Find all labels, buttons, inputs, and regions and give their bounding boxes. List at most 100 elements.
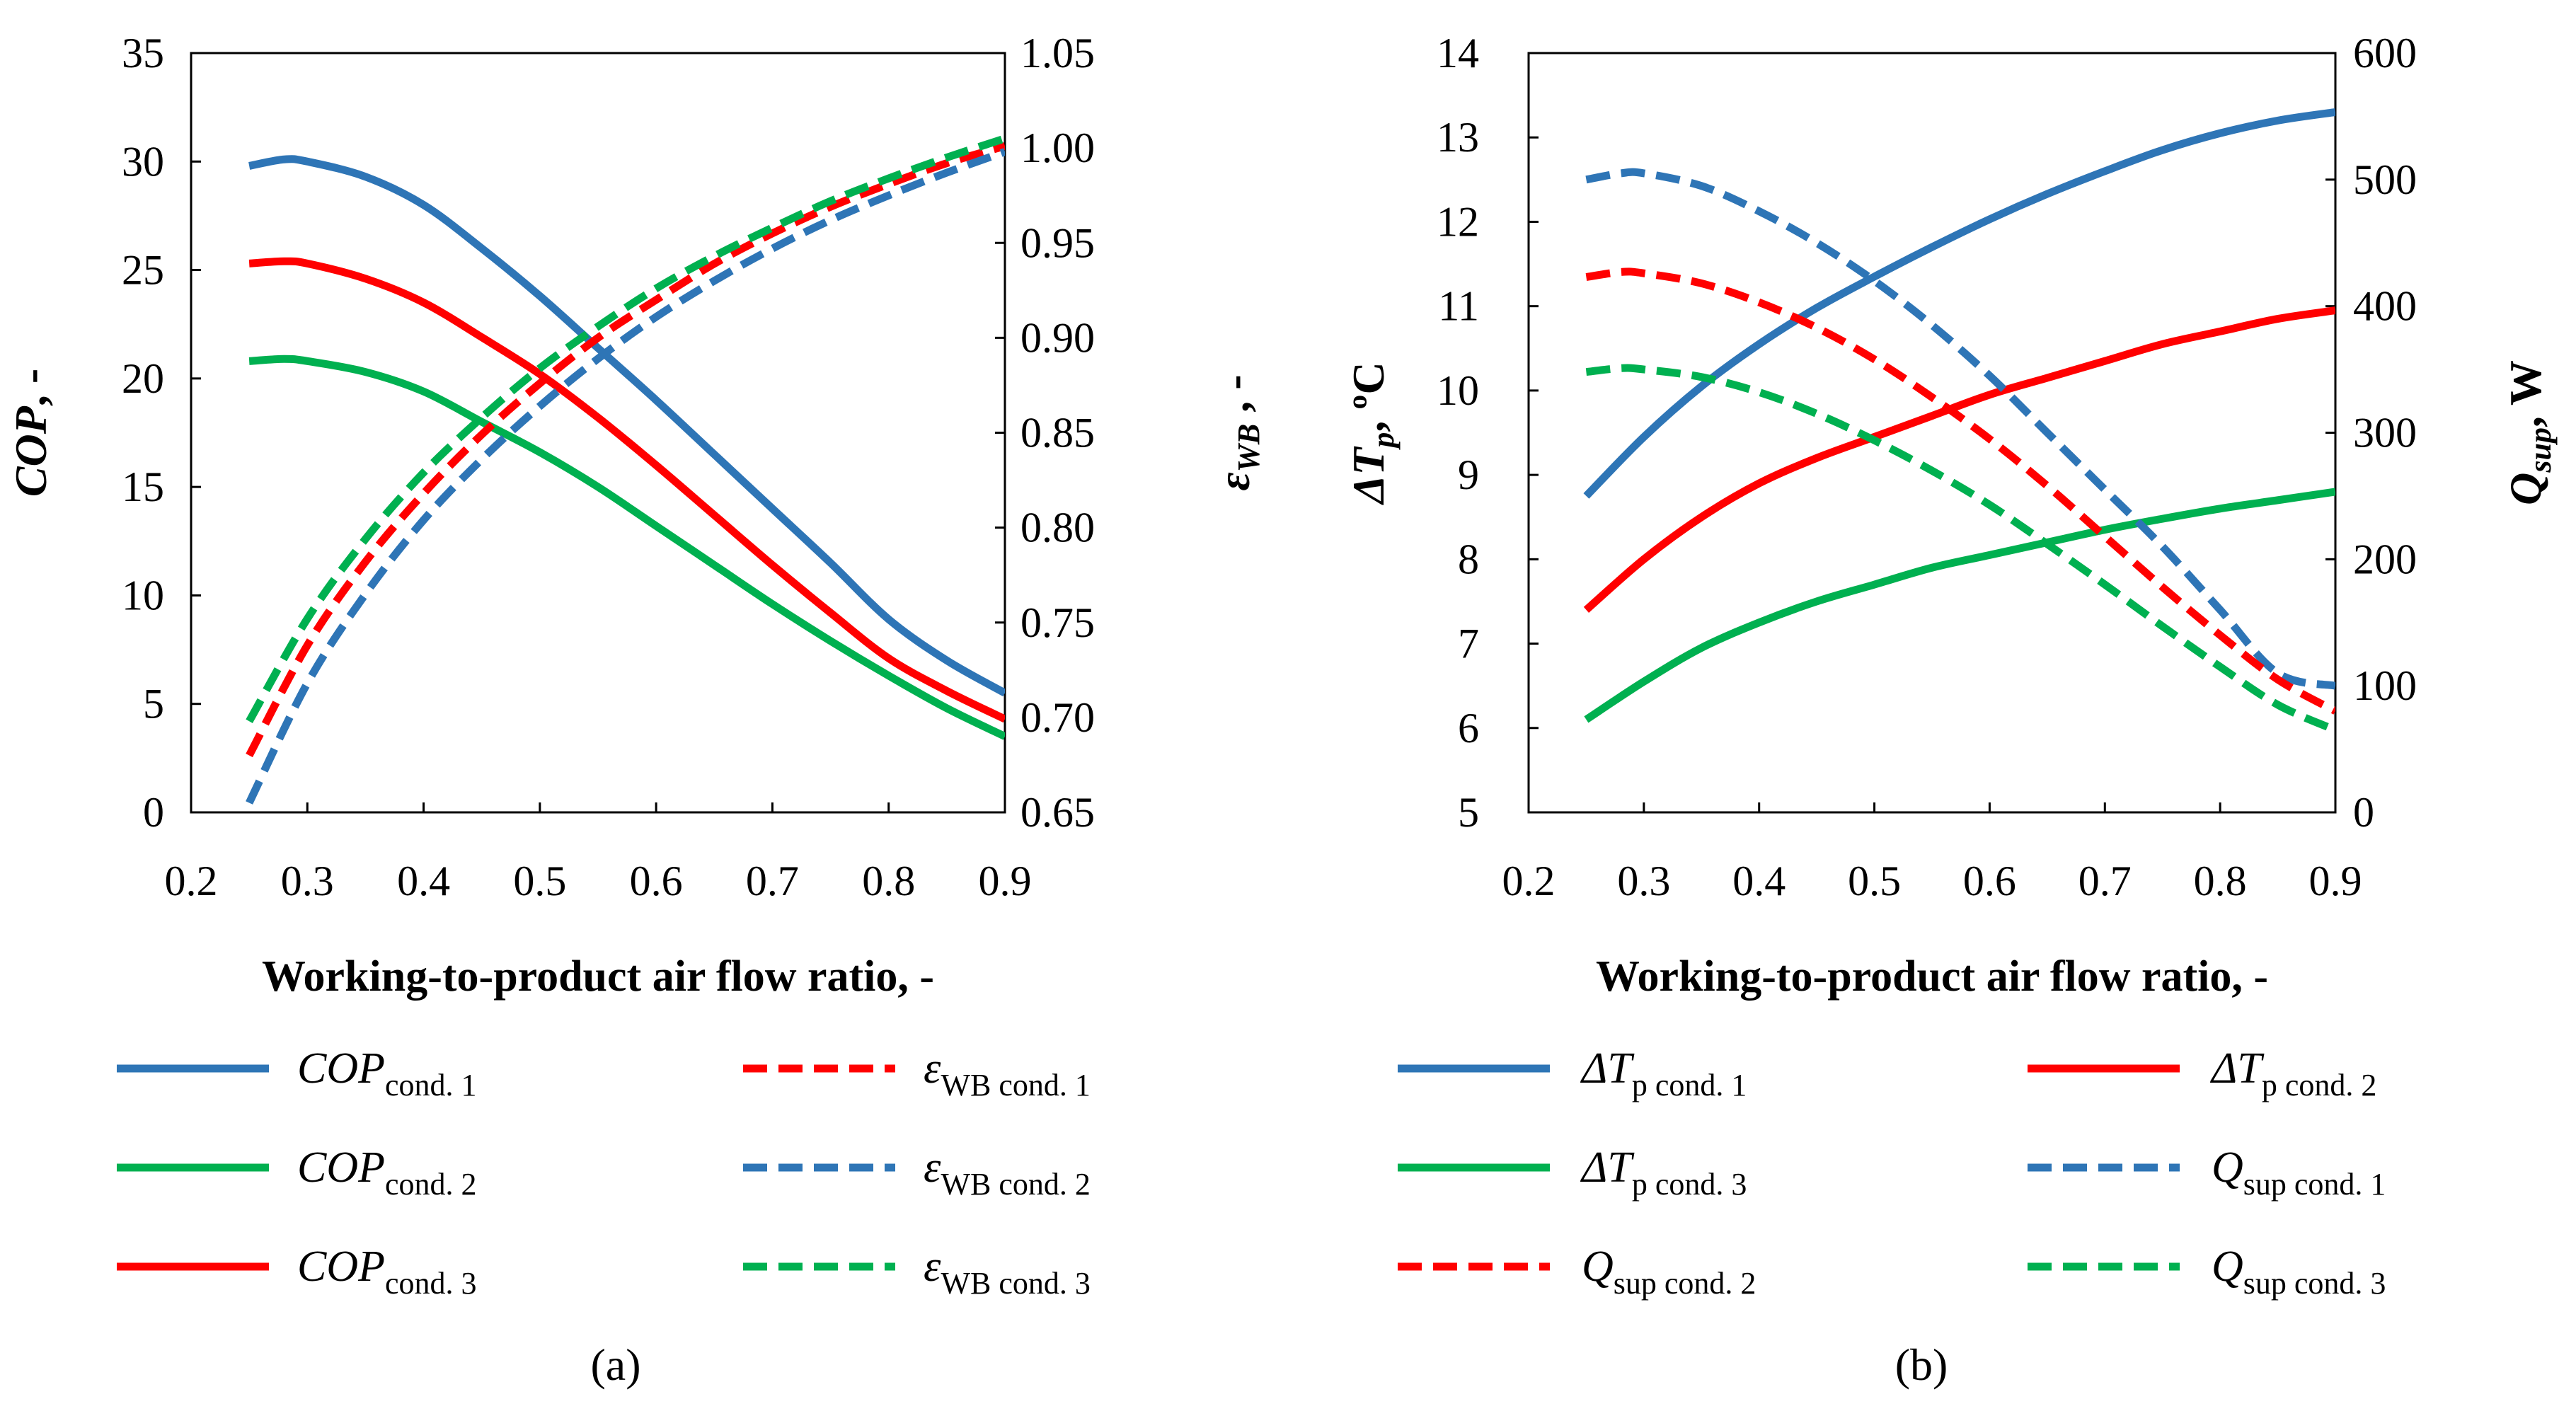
y-left-tick-label: 10	[1437, 367, 1479, 414]
legend-entry: Qsup cond. 1	[2212, 1144, 2386, 1202]
legend-entry: εWB cond. 1	[924, 1044, 1091, 1102]
x-tick-label: 0.4	[1732, 858, 1786, 904]
legend-entry: ΔTp cond. 2	[2209, 1044, 2376, 1102]
legend-entry: COPcond. 3	[297, 1243, 477, 1301]
y-right-tick-label: 400	[2353, 283, 2417, 330]
y-left-axis-title-sub: p	[1366, 432, 1401, 451]
y-right-axis-title-main: Q	[2500, 473, 2551, 505]
y-right-tick-label: 0.80	[1020, 505, 1095, 551]
y-left-tick-label: 5	[1458, 789, 1479, 836]
y-left-tick-label: 11	[1438, 283, 1479, 330]
plot-area-frame	[190, 52, 1006, 814]
y-left-tick-label: 6	[1458, 705, 1479, 751]
y-left-tick-label: 30	[122, 138, 164, 185]
legend-sub: p cond. 2	[2262, 1068, 2377, 1102]
y-right-tick-label: 0.85	[1020, 410, 1095, 456]
y-left-tick-label: 12	[1437, 198, 1479, 245]
legend-entry: εWB cond. 3	[924, 1243, 1091, 1301]
y-left-axis-title: COP, -	[6, 369, 56, 497]
series-line-5	[1585, 267, 2335, 715]
x-tick-label: 0.8	[2194, 858, 2247, 904]
legend-main: ε	[924, 1044, 941, 1093]
legend-main: Q	[1582, 1243, 1614, 1291]
legend-main: ΔT	[1580, 1044, 1635, 1093]
y-left-axis-title-main: COP	[6, 405, 56, 497]
panel-label: (b)	[1895, 1340, 1948, 1390]
y-left-tick-label: 10	[122, 572, 164, 618]
y-right-tick-label: 0.65	[1020, 789, 1095, 836]
series-line-3	[1584, 488, 2335, 723]
legend-entry: COPcond. 1	[297, 1044, 477, 1102]
y-right-tick-label: 100	[2353, 662, 2417, 709]
series-line-1	[248, 155, 1005, 697]
series-line-6	[1585, 364, 2335, 734]
x-tick-label: 0.5	[513, 858, 566, 904]
series-line-4	[1585, 168, 2335, 690]
series-line-1	[1583, 108, 2335, 499]
x-tick-label: 0.3	[281, 858, 334, 904]
y-right-axis-title-sub: WB	[1231, 424, 1266, 472]
panel-b-chart: 0.2 0.3 0.4 0.5 0.6 0.7 0.8 0.9 5 6 7 8 9 10 11 12 13 14 0…	[1343, 30, 2558, 1390]
y-right-tick-label: 0.75	[1020, 599, 1095, 646]
legend-sub: WB cond. 2	[941, 1167, 1090, 1202]
x-tick-label: 0.7	[2078, 858, 2132, 904]
legend-sub: p cond. 1	[1632, 1068, 1747, 1102]
x-axis-title: Working-to-product air flow ratio, -	[1596, 952, 2268, 1001]
x-tick-label: 0.9	[979, 858, 1032, 904]
legend-main: ΔT	[2209, 1044, 2265, 1093]
legend-entry: ΔTp cond. 3	[1580, 1144, 1747, 1202]
y-left-tick-label: 20	[122, 355, 164, 402]
y-right-axis-title-suffix: , -	[1209, 374, 1259, 423]
legend-entry: ΔTp cond. 1	[1580, 1044, 1747, 1102]
y-left-tick-label: 15	[122, 463, 164, 510]
y-right-tick-label: 0.70	[1020, 694, 1095, 741]
x-axis-title: Working-to-product air flow ratio, -	[262, 952, 934, 1001]
y-left-tick-label: 8	[1458, 536, 1479, 582]
y-left-tick-label: 14	[1437, 30, 1479, 76]
legend-sub: sup cond. 2	[1614, 1266, 1756, 1301]
series-line-5	[246, 148, 1005, 805]
y-right-tick-label: 1.05	[1020, 30, 1095, 76]
legend-sub: cond. 1	[385, 1068, 477, 1102]
y-left-tick-label: 0	[143, 789, 164, 836]
y-left-tick-label: 25	[122, 247, 164, 294]
x-tick-label: 0.6	[630, 858, 683, 904]
x-tick-label: 0.5	[1848, 858, 1901, 904]
y-right-tick-label: 500	[2353, 156, 2417, 203]
legend-sub: WB cond. 3	[941, 1266, 1090, 1301]
y-right-tick-label: 0	[2353, 789, 2374, 836]
legend-main: ΔT	[1580, 1144, 1635, 1192]
legend-entry: εWB cond. 2	[924, 1144, 1091, 1202]
series-line-2	[248, 355, 1005, 740]
series-line-4	[246, 142, 1005, 758]
series-line-3	[248, 257, 1005, 723]
y-right-tick-label: 300	[2353, 410, 2417, 456]
legend-main: Q	[2212, 1144, 2243, 1192]
legend-entry: COPcond. 2	[297, 1144, 477, 1202]
y-right-axis-title: Qsup, W	[2500, 360, 2558, 505]
y-left-axis-title-suffix: , -	[6, 369, 56, 406]
x-tick-label: 0.4	[397, 858, 450, 904]
legend-sub: p cond. 3	[1632, 1167, 1747, 1202]
y-left-axis-title: ΔTp, ºC	[1343, 362, 1401, 506]
panel-label: (a)	[590, 1340, 640, 1390]
x-tick-label: 0.8	[862, 858, 915, 904]
legend-entry: Qsup cond. 3	[2212, 1243, 2386, 1301]
legend-entry: Qsup cond. 2	[1582, 1243, 1756, 1301]
y-right-tick-label: 600	[2353, 30, 2417, 76]
y-right-axis-title-sub: sup	[2523, 427, 2558, 473]
y-left-axis-title-main: ΔT	[1343, 446, 1393, 506]
x-tick-label: 0.3	[1617, 858, 1670, 904]
y-right-axis-title: εWB , -	[1209, 374, 1266, 490]
y-left-tick-label: 7	[1458, 621, 1479, 667]
series-line-2	[1583, 306, 2335, 613]
x-tick-label: 0.6	[1963, 858, 2016, 904]
y-right-tick-label: 0.95	[1020, 219, 1095, 266]
panel-a-chart: 0.2 0.3 0.4 0.5 0.6 0.7 0.8 0.9051015202530350.…	[6, 30, 1266, 1390]
legend-sub: WB cond. 1	[941, 1068, 1090, 1102]
x-tick-label: 0.2	[1502, 858, 1556, 904]
y-left-axis-title-suffix: , ºC	[1343, 362, 1393, 432]
series-line-6	[246, 134, 1005, 723]
legend-main: Q	[2212, 1243, 2243, 1291]
